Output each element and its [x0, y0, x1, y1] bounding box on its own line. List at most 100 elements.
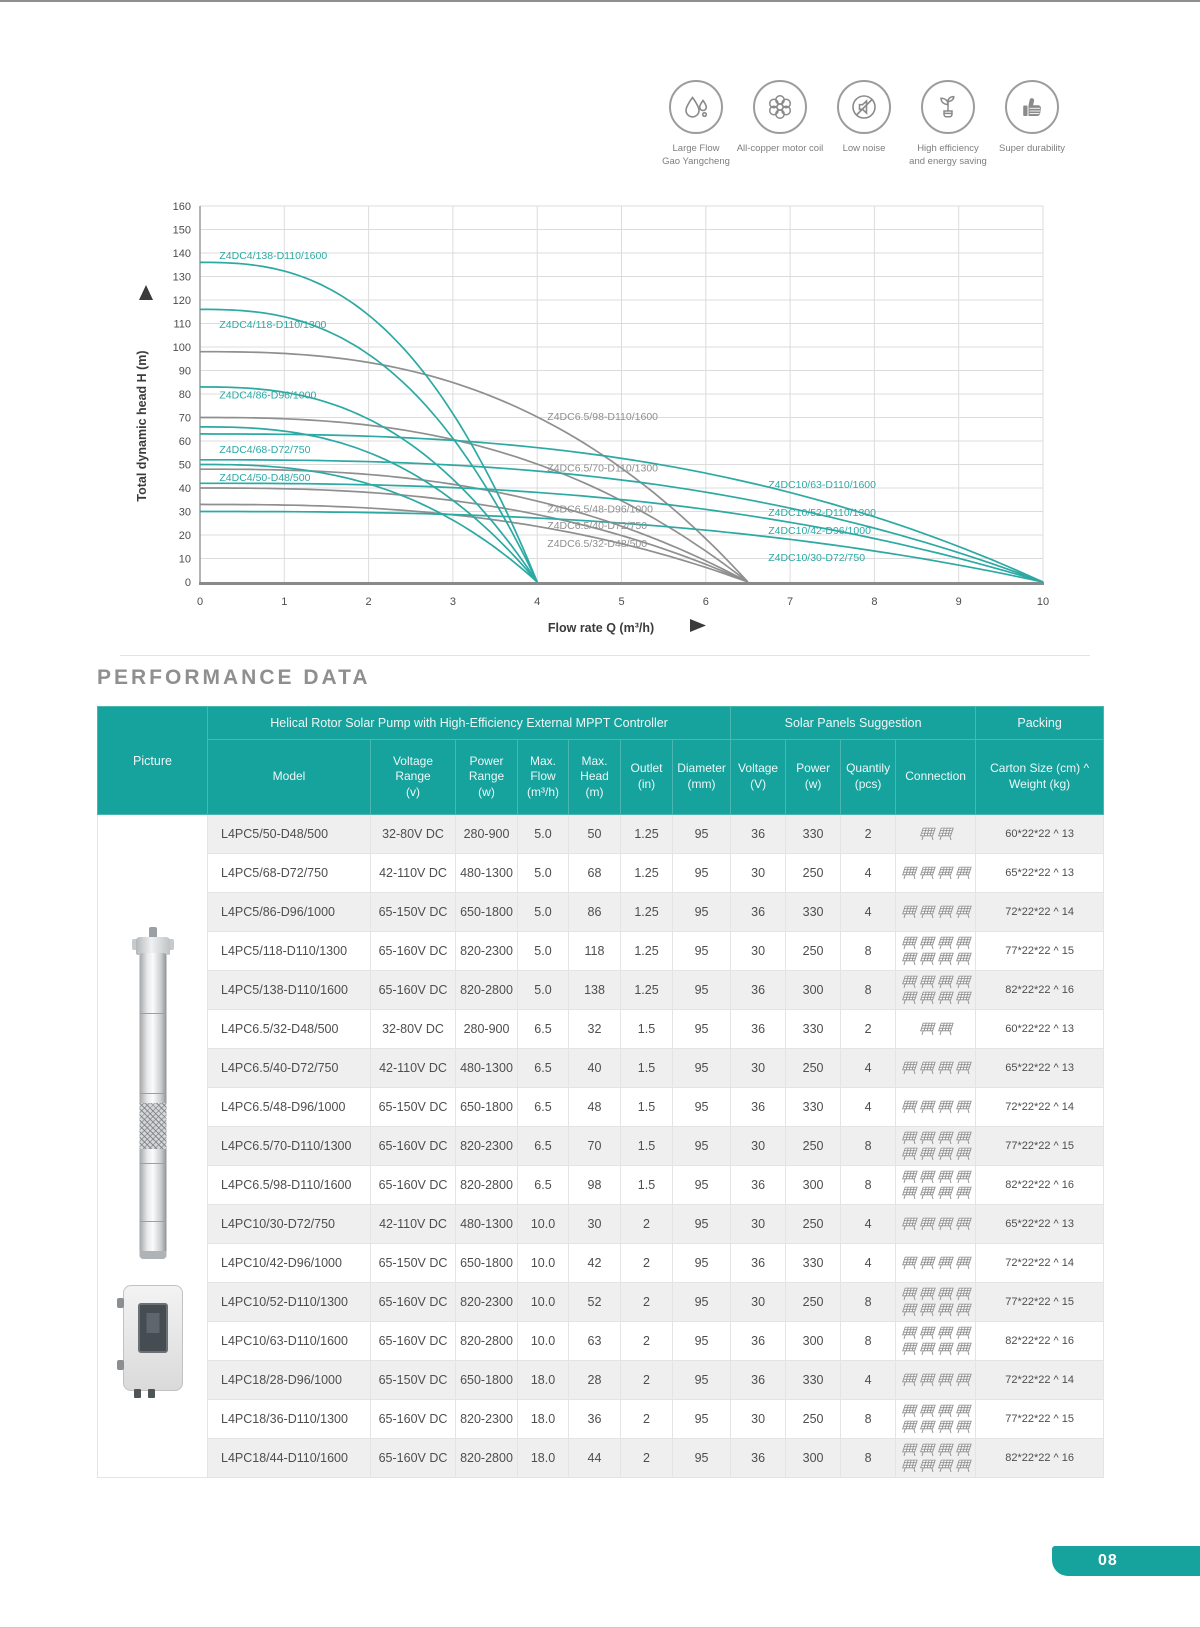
- cell-max-flow: 10.0: [517, 1321, 569, 1361]
- cell-sp-quantity: 4: [840, 1243, 897, 1283]
- solar-panel-icon: [937, 936, 954, 949]
- cell-sp-power: 330: [785, 892, 842, 932]
- cell-max-flow: 10.0: [517, 1243, 569, 1283]
- solar-panel-icon: [937, 1100, 954, 1113]
- picture-cell: [97, 814, 208, 1478]
- cell-max-head: 48: [568, 1087, 621, 1127]
- svg-text:120: 120: [173, 295, 191, 307]
- cell-outlet: 1.25: [620, 853, 673, 893]
- solar-panel-icon: [937, 1256, 954, 1269]
- cell-connection: [895, 1204, 977, 1244]
- energy-saving-icon: [921, 80, 975, 134]
- cell-power-range: 820-2300: [455, 1282, 518, 1322]
- cell-sp-voltage: 36: [730, 970, 787, 1010]
- cell-sp-power: 250: [785, 1126, 842, 1166]
- cell-outlet: 2: [620, 1282, 673, 1322]
- cell-model: L4PC18/28-D96/1000: [207, 1360, 371, 1400]
- cell-max-head: 63: [568, 1321, 621, 1361]
- solar-panel-icon: [919, 975, 936, 988]
- solar-panel-icon: [901, 1342, 918, 1355]
- cell-sp-power: 300: [785, 1321, 842, 1361]
- solar-panel-icon: [955, 1100, 972, 1113]
- cell-power-range: 480-1300: [455, 853, 518, 893]
- feature-label: Super durability: [998, 143, 1065, 154]
- curve: [200, 487, 749, 583]
- cell-connection: [895, 814, 977, 854]
- solar-panel-icon: [901, 952, 918, 965]
- solar-panel-icon: [955, 1420, 972, 1433]
- performance-data-heading: PERFORMANCE DATA: [97, 666, 371, 689]
- performance-table: Picture Helical Rotor Solar Pump with Hig…: [97, 706, 1105, 1478]
- solar-panel-icon: [955, 866, 972, 879]
- cell-carton: 82*22*22 ^ 16: [975, 1321, 1105, 1361]
- cell-outlet: 2: [620, 1321, 673, 1361]
- solar-panel-icon: [937, 866, 954, 879]
- group-header-solar: Solar Panels Suggestion: [730, 706, 977, 740]
- solar-panel-icon: [901, 1443, 918, 1456]
- table-row: L4PC10/63-D110/1600 65-160V DC 820-2800 10.…: [98, 1321, 1105, 1361]
- solar-panel-icon: [955, 1443, 972, 1456]
- cell-max-head: 40: [568, 1048, 621, 1088]
- cell-sp-quantity: 4: [840, 1048, 897, 1088]
- col-header-6: Diameter (mm): [671, 739, 732, 815]
- curve: [199, 433, 1044, 583]
- svg-text:3: 3: [450, 596, 456, 608]
- curve: [200, 350, 749, 583]
- cell-max-flow: 5.0: [517, 970, 569, 1010]
- curve-label: Z4DC6.5/48-D96/1000: [547, 504, 653, 516]
- solar-panel-icon: [901, 1459, 918, 1472]
- cell-diameter: 95: [671, 1204, 732, 1244]
- solar-panel-icon: [955, 1217, 972, 1230]
- cell-diameter: 95: [671, 1126, 732, 1166]
- solar-panel-icon: [955, 1326, 972, 1339]
- cell-voltage-range: 65-160V DC: [370, 1438, 456, 1478]
- cell-sp-quantity: 8: [840, 1321, 897, 1361]
- solar-panel-icon: [937, 1443, 954, 1456]
- col-header-3: Max. Flow (m³/h): [517, 739, 569, 815]
- solar-panel-icon: [919, 1287, 936, 1300]
- solar-panel-icon: [901, 1287, 918, 1300]
- cell-diameter: 95: [671, 1048, 732, 1088]
- cell-carton: 82*22*22 ^ 16: [975, 1438, 1105, 1478]
- solar-panel-icon: [955, 905, 972, 918]
- cell-sp-voltage: 36: [730, 1009, 787, 1049]
- cell-sp-power: 250: [785, 853, 842, 893]
- cell-diameter: 95: [671, 970, 732, 1010]
- cell-outlet: 2: [620, 1243, 673, 1283]
- page-number: 08: [1098, 1552, 1118, 1569]
- cell-sp-quantity: 4: [840, 1360, 897, 1400]
- cell-carton: 77*22*22 ^ 15: [975, 1126, 1105, 1166]
- cell-sp-voltage: 36: [730, 1321, 787, 1361]
- cell-model: L4PC10/42-D96/1000: [207, 1243, 371, 1283]
- svg-text:50: 50: [179, 460, 191, 472]
- curve-label: Z4DC4/68-D72/750: [219, 444, 310, 456]
- cell-voltage-range: 42-110V DC: [370, 1204, 456, 1244]
- svg-text:140: 140: [173, 248, 191, 260]
- solar-panel-icon: [919, 1061, 936, 1074]
- cell-max-flow: 6.5: [517, 1048, 569, 1088]
- solar-panel-icon: [937, 975, 954, 988]
- solar-panel-icon: [937, 1217, 954, 1230]
- svg-text:5: 5: [618, 596, 624, 608]
- col-header-0: Model: [207, 739, 371, 815]
- cell-outlet: 1.5: [620, 1126, 673, 1166]
- cell-sp-power: 330: [785, 1087, 842, 1127]
- table-row: L4PC5/68-D72/750 42-110V DC 480-1300 5.0 68 1…: [98, 853, 1105, 893]
- cell-sp-voltage: 36: [730, 814, 787, 854]
- cell-diameter: 95: [671, 814, 732, 854]
- svg-text:90: 90: [179, 366, 191, 378]
- solar-panel-icon: [937, 827, 954, 840]
- curve: [200, 261, 538, 583]
- cell-max-head: 42: [568, 1243, 621, 1283]
- solar-panel-icon: [937, 1303, 954, 1316]
- solar-panel-icon: [937, 1147, 954, 1160]
- cell-sp-quantity: 8: [840, 1282, 897, 1322]
- col-header-4: Max. Head (m): [568, 739, 621, 815]
- section-divider: [120, 655, 1090, 656]
- cell-voltage-range: 42-110V DC: [370, 853, 456, 893]
- curve-label: Z4DC10/52-D110/1300: [768, 507, 876, 519]
- svg-text:8: 8: [871, 596, 877, 608]
- solar-panel-icon: [955, 991, 972, 1004]
- solar-panel-icon: [901, 991, 918, 1004]
